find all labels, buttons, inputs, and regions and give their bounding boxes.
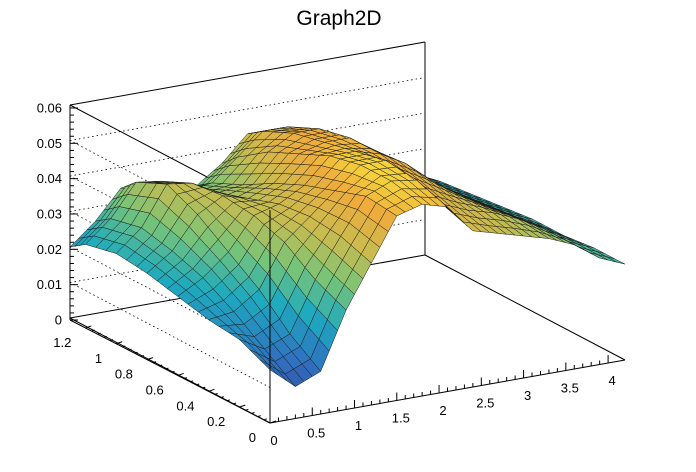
z-grid-left-1 <box>69 282 271 388</box>
chart-title: Graph2D <box>296 7 381 30</box>
y-tick-mark-6 <box>85 325 92 329</box>
y-minor-tick-4-4 <box>122 345 126 348</box>
y-tick-mark-0 <box>269 420 277 424</box>
z-grid-left-2 <box>69 246 271 353</box>
y-minor-tick-0-3 <box>251 412 255 414</box>
z-tick-label-2: 0.02 <box>37 242 62 257</box>
y-tick-mark-5 <box>115 341 123 345</box>
y-minor-tick-2-3 <box>189 380 194 383</box>
y-minor-tick-4-2 <box>134 351 138 354</box>
y-minor-tick-4-1 <box>140 354 144 357</box>
y-minor-tick-1-4 <box>214 393 218 395</box>
y-tick-label-6: 1.2 <box>53 335 71 350</box>
y-minor-tick-0-2 <box>257 415 261 418</box>
y-tick-label-2: 0.4 <box>176 398 194 413</box>
x-tick-label-3: 1.5 <box>392 411 410 426</box>
axis-ticks: 0 0.01 0.02 0.03 0.04 0.05 0.06 0 0.2 0.4 0.6 0.8 1 1… <box>37 101 616 449</box>
y-tick-label-3: 0.6 <box>146 382 164 397</box>
y-minor-tick-5-2 <box>103 335 108 338</box>
x-tick-label-2: 1 <box>355 418 362 433</box>
x-tick-label-7: 3.5 <box>561 381 579 396</box>
y-tick-label-1: 0.2 <box>207 414 225 429</box>
y-minor-tick-1-1 <box>232 402 237 405</box>
floor-right-edge <box>424 254 626 361</box>
y-tick-mark-4 <box>146 357 154 361</box>
y-minor-tick-1-3 <box>220 396 224 399</box>
y-axis-line <box>69 319 271 424</box>
y-tick-mark-2 <box>208 388 215 392</box>
y-minor-tick-3-3 <box>159 364 163 367</box>
z-tick-label-5: 0.05 <box>37 136 62 151</box>
y-tick-label-5: 1 <box>95 351 102 366</box>
z-grid-back-5 <box>69 77 426 141</box>
y-minor-tick-3-2 <box>165 367 169 370</box>
y-minor-tick-0-4 <box>245 408 249 411</box>
y-minor-tick-4-3 <box>128 348 132 351</box>
z-tick-label-4: 0.04 <box>37 171 62 186</box>
x-tick-label-4: 2 <box>439 403 446 418</box>
y-minor-tick-2-4 <box>183 377 188 380</box>
y-minor-tick-1-2 <box>226 399 231 402</box>
y-minor-tick-3-1 <box>171 370 175 373</box>
y-tick-label-0: 0 <box>249 430 256 445</box>
back-top-edge <box>69 41 426 106</box>
y-minor-tick-0-1 <box>263 418 268 421</box>
x-tick-label-1: 0.5 <box>307 426 325 441</box>
z-tick-label-1: 0.01 <box>37 277 62 292</box>
surface-cell-881 <box>606 256 626 265</box>
y-minor-tick-3-4 <box>152 361 157 364</box>
y-minor-tick-5-1 <box>109 339 114 342</box>
z-tick-label-3: 0.03 <box>37 207 62 222</box>
z-tick-label-6: 0.06 <box>37 101 62 116</box>
x-tick-label-6: 3 <box>524 388 531 403</box>
surface <box>69 126 626 387</box>
y-tick-mark-3 <box>177 372 184 376</box>
y-minor-tick-2-2 <box>195 383 200 386</box>
y-tick-label-4: 0.8 <box>115 367 133 382</box>
y-minor-tick-5-4 <box>91 329 95 332</box>
y-tick-mark-1 <box>239 404 246 408</box>
y-minor-tick-2-1 <box>202 386 206 389</box>
z-tick-label-0: 0 <box>55 313 62 328</box>
y-minor-tick-5-3 <box>97 332 101 335</box>
x-tick-label-8: 4 <box>608 373 615 388</box>
x-tick-label-0: 0 <box>270 433 277 448</box>
x-tick-label-5: 2.5 <box>476 396 494 411</box>
